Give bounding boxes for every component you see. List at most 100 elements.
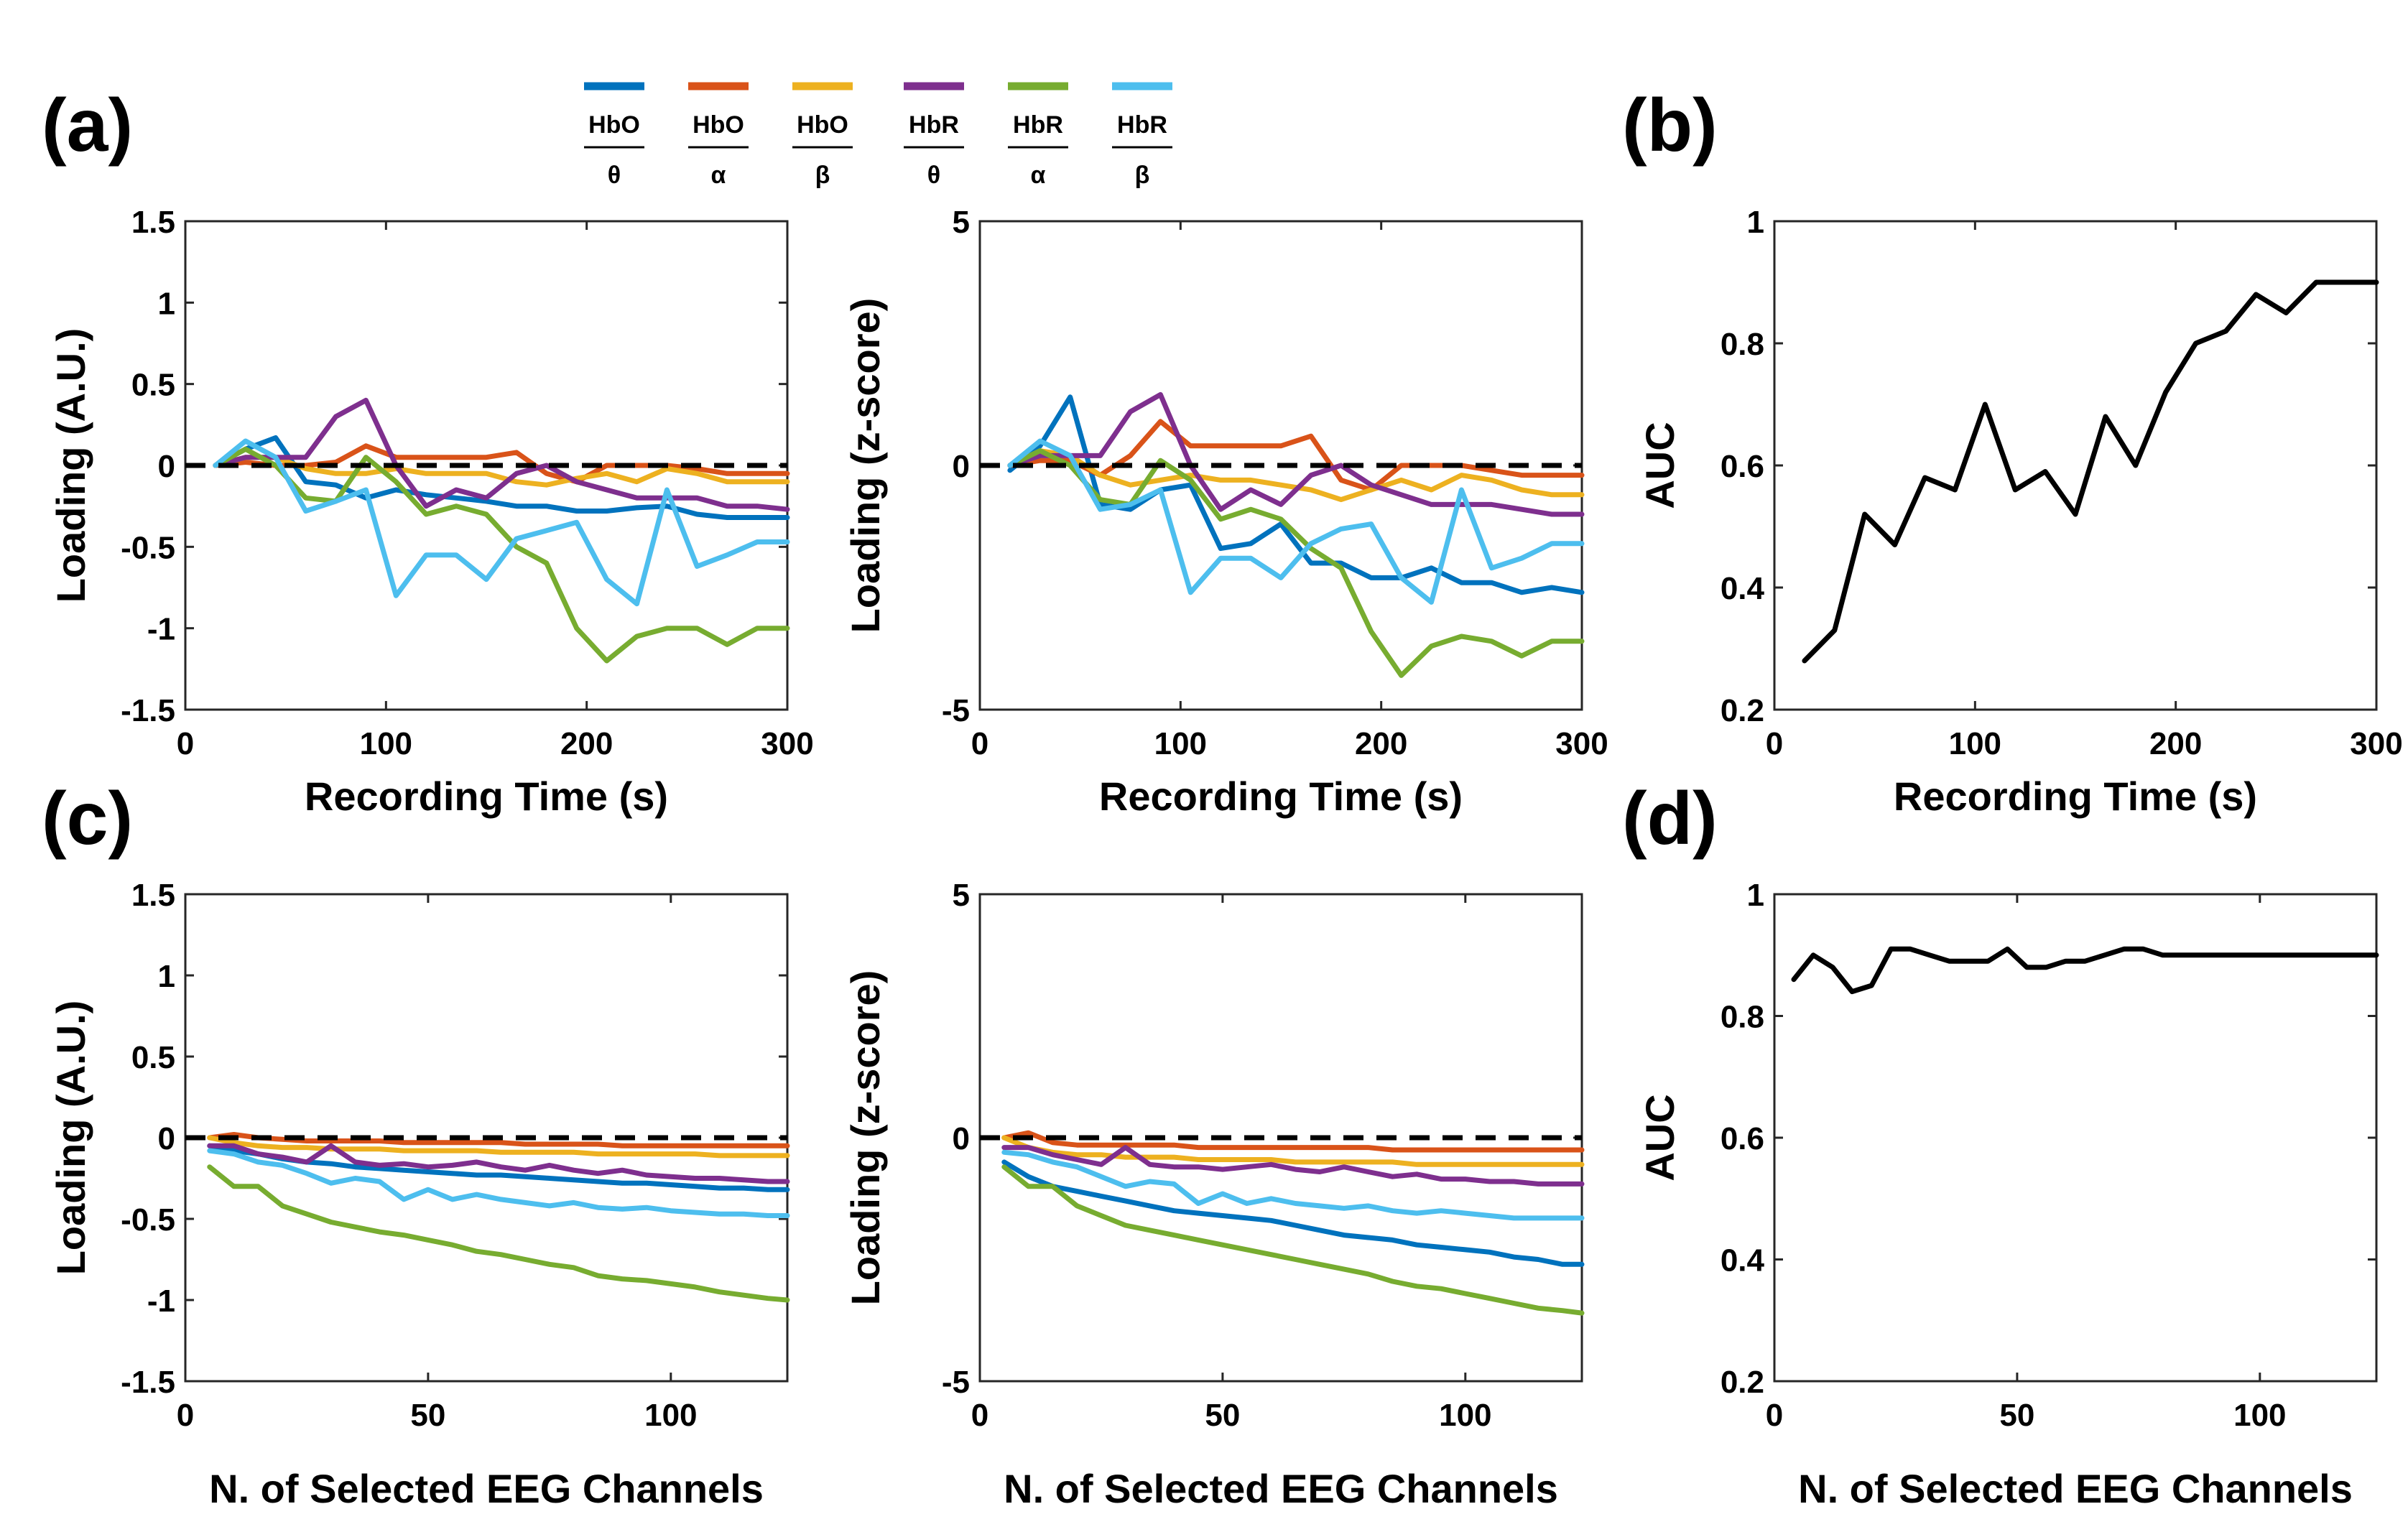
legend-denominator-4: α (1031, 162, 1046, 189)
x-tick-label: 50 (1205, 1398, 1240, 1433)
x-tick-label: 0 (177, 726, 194, 761)
y-tick-label: -1.5 (121, 693, 175, 728)
y-tick-label: -5 (942, 1365, 970, 1400)
legend: HbO θ HbO α HbO β HbR θ HbR α HbR β (584, 82, 1172, 189)
legend-denominator-1: α (711, 162, 726, 189)
y-axis-label: Loading (z-score) (843, 970, 888, 1306)
x-tick-label: 100 (1154, 726, 1207, 761)
x-tick-label: 0 (971, 1398, 988, 1433)
y-tick-label: 0.4 (1721, 571, 1765, 606)
x-tick-label: 100 (644, 1398, 697, 1433)
series-line-hbo- (1001, 1130, 1585, 1153)
x-tick-label: 300 (761, 726, 813, 761)
series-line-auc (1802, 279, 2379, 664)
panel-label-d: (d) (1622, 777, 1718, 860)
series-line-auc (1791, 946, 2379, 995)
y-tick-label: -5 (942, 693, 970, 728)
x-tick-label: 0 (177, 1398, 194, 1433)
y-tick-label: 0.2 (1721, 693, 1764, 728)
series-line-hbr- (213, 438, 790, 607)
panel-label-b: (b) (1622, 84, 1718, 167)
series-line-hbr- (207, 1148, 790, 1218)
y-tick-label: 5 (953, 878, 970, 913)
y-axis-label: Loading (A.U.) (48, 328, 93, 603)
y-tick-label: -1.5 (121, 1365, 175, 1400)
axes-box (1773, 220, 2378, 711)
y-tick-label: 1 (1747, 878, 1764, 913)
y-axis-label: Loading (z-score) (843, 298, 888, 633)
series-line-hbr- (207, 1143, 790, 1184)
x-tick-label: 200 (2149, 726, 2202, 761)
x-tick-label: 0 (1766, 1398, 1783, 1433)
y-tick-label: -1 (147, 612, 175, 647)
x-tick-label: 100 (360, 726, 412, 761)
x-tick-label: 100 (1439, 1398, 1491, 1433)
x-tick-label: 300 (1555, 726, 1608, 761)
x-axis-label: N. of Selected EEG Channels (1004, 1466, 1558, 1511)
y-axis-label: Loading (A.U.) (48, 1001, 93, 1276)
x-tick-label: 100 (1949, 726, 2001, 761)
series-line-hbo- (213, 455, 790, 488)
series-line-hbo- (213, 443, 790, 485)
legend-numerator-2: HbO (797, 111, 848, 139)
chart-d: 0 50 100 0.2 0.4 0.6 0.8 1 N. of Selected EEG Ch… (1637, 878, 2379, 1511)
y-tick-label: 0.5 (131, 368, 175, 403)
x-tick-label: 0 (1766, 726, 1783, 761)
x-tick-label: 300 (2350, 726, 2402, 761)
y-tick-label: 0 (158, 449, 175, 484)
legend-numerator-4: HbR (1013, 111, 1063, 139)
panel-label-a: (a) (42, 84, 133, 167)
y-tick-label: 0.5 (131, 1040, 175, 1075)
x-axis-label: N. of Selected EEG Channels (1798, 1466, 2353, 1511)
series-line-hbo- (207, 1135, 790, 1159)
legend-denominator-2: β (815, 162, 830, 189)
x-tick-label: 50 (410, 1398, 445, 1433)
series-line-hbr- (1001, 1149, 1585, 1221)
chart-b: 0 100 200 300 0.2 0.4 0.6 0.8 1 Recording Time (s… (1637, 205, 2403, 819)
series-line-hbo- (213, 435, 790, 520)
x-tick-label: 100 (2233, 1398, 2286, 1433)
x-axis-label: Recording Time (s) (1099, 774, 1463, 819)
series-line-hbr- (207, 1164, 790, 1303)
series-line-hbr- (213, 397, 790, 512)
y-tick-label: 0.6 (1721, 449, 1764, 484)
legend-denominator-5: β (1135, 162, 1150, 189)
y-tick-label: 0 (953, 449, 970, 484)
legend-denominator-3: θ (927, 162, 940, 189)
x-axis-label: Recording Time (s) (1894, 774, 2257, 819)
series-line-hbr- (213, 446, 790, 664)
y-tick-label: 0 (953, 1121, 970, 1156)
y-tick-label: -0.5 (121, 530, 175, 565)
y-tick-label: -1 (147, 1284, 175, 1319)
y-tick-label: 5 (953, 205, 970, 240)
legend-numerator-5: HbR (1117, 111, 1167, 139)
legend-numerator-0: HbO (588, 111, 640, 139)
y-tick-label: 1 (1747, 205, 1764, 240)
y-tick-label: 1.5 (131, 205, 175, 240)
y-tick-label: 0.4 (1721, 1243, 1765, 1278)
x-tick-label: 200 (560, 726, 613, 761)
y-tick-label: -0.5 (121, 1202, 175, 1238)
y-tick-label: 1 (158, 286, 175, 321)
series-line-hbo- (1007, 394, 1585, 595)
series-line-hbo- (1001, 1159, 1585, 1267)
panel-label-c: (c) (42, 777, 133, 860)
x-axis-label: Recording Time (s) (305, 774, 668, 819)
x-tick-label: 50 (1999, 1398, 2034, 1433)
y-axis-label: AUC (1637, 422, 1682, 509)
y-tick-label: 0 (158, 1121, 175, 1156)
axes-box (1773, 893, 2378, 1383)
x-axis-label: N. of Selected EEG Channels (209, 1466, 764, 1511)
legend-numerator-3: HbR (909, 111, 959, 139)
series-line-hbr- (1001, 1164, 1585, 1316)
chart-a-left: 0 100 200 300 -1.5 -1 -0.5 0 0.5 1 1.5 Recording Ti… (48, 205, 814, 819)
legend-denominator-0: θ (608, 162, 621, 189)
y-tick-label: 0.6 (1721, 1121, 1764, 1156)
y-axis-label: AUC (1637, 1094, 1682, 1181)
y-tick-label: 0.2 (1721, 1365, 1764, 1400)
y-tick-label: 1.5 (131, 878, 175, 913)
series-line-hbo- (207, 1132, 790, 1148)
y-tick-label: 0.8 (1721, 1000, 1764, 1035)
